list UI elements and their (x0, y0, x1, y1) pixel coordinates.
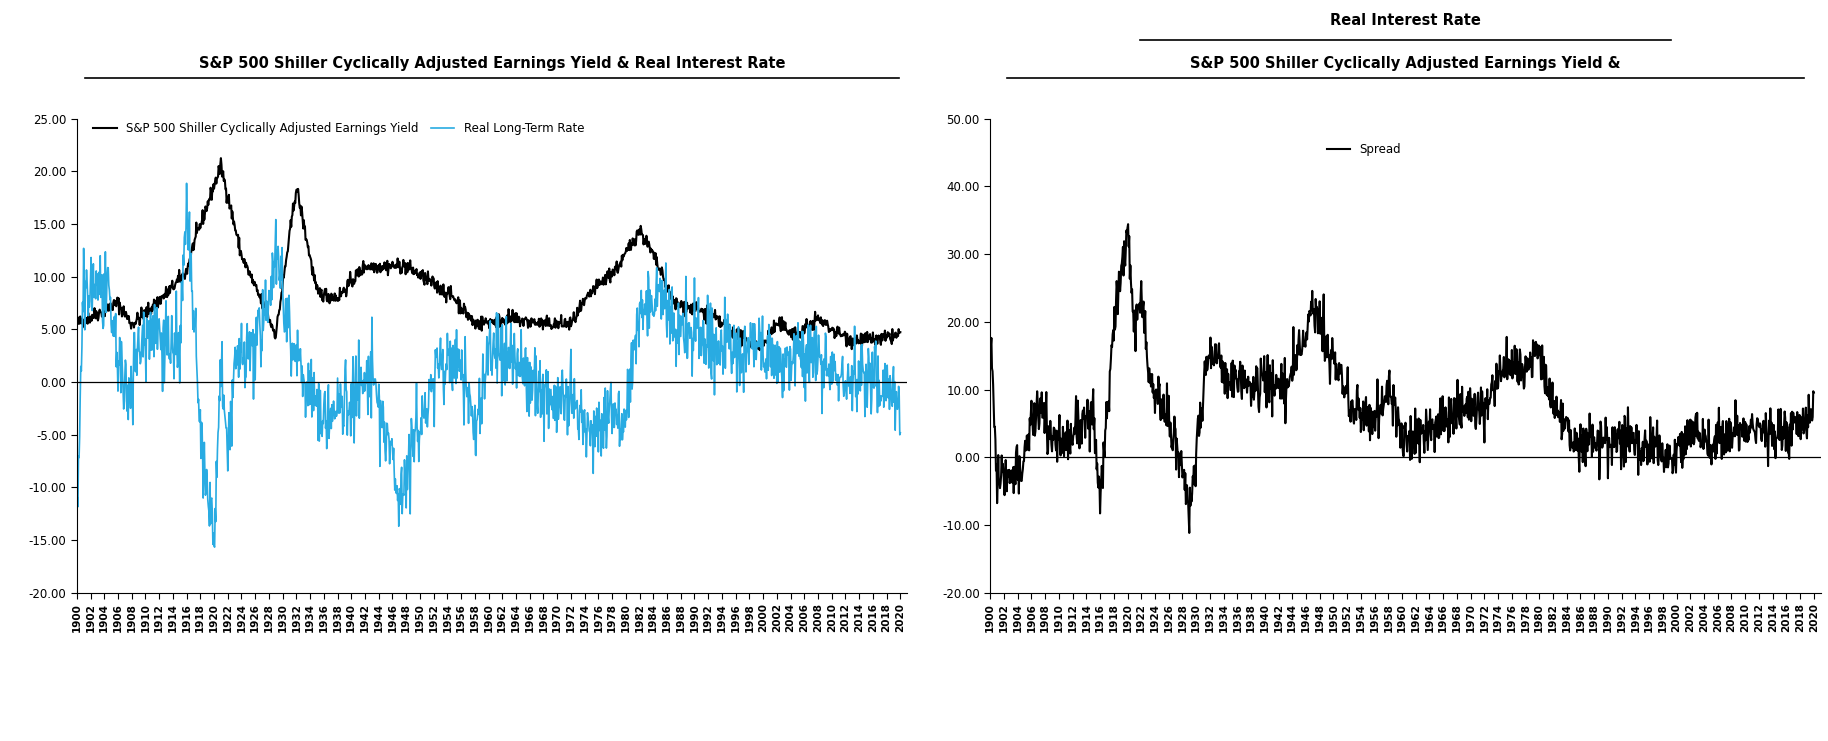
S&P 500 Shiller Cyclically Adjusted Earnings Yield (749, 346, 771, 355)
Real Long-Term Rate (389, 470, 411, 479)
S&P 500 Shiller Cyclically Adjusted Earnings Yield (746, 342, 768, 351)
S&P 500 Shiller Cyclically Adjusted Earnings Yield (389, 269, 411, 278)
Real Long-Term Rate (249, 319, 271, 328)
S&P 500 Shiller Cyclically Adjusted Earnings Yield (210, 153, 232, 162)
Spread (1163, 446, 1185, 455)
Legend: Spread: Spread (1322, 139, 1406, 161)
S&P 500 Shiller Cyclically Adjusted Earnings Yield (409, 274, 431, 283)
Spread (1303, 322, 1325, 330)
Spread (1660, 454, 1682, 463)
Spread (980, 341, 1002, 350)
Line: S&P 500 Shiller Cyclically Adjusted Earnings Yield: S&P 500 Shiller Cyclically Adjusted Earn… (77, 158, 901, 350)
S&P 500 Shiller Cyclically Adjusted Earnings Yield (249, 293, 271, 302)
Real Long-Term Rate (409, 413, 431, 422)
Spread (1525, 351, 1546, 360)
Real Long-Term Rate (890, 428, 912, 437)
Spread (1802, 388, 1824, 397)
Real Long-Term Rate (203, 542, 225, 551)
Spread (1117, 220, 1139, 229)
Real Long-Term Rate (817, 372, 839, 381)
Spread (1731, 421, 1753, 430)
Line: Real Long-Term Rate: Real Long-Term Rate (77, 183, 901, 547)
Real Long-Term Rate (66, 492, 88, 501)
Spread (1179, 528, 1201, 537)
S&P 500 Shiller Cyclically Adjusted Earnings Yield (817, 322, 839, 331)
Real Long-Term Rate (175, 179, 197, 187)
Text: Real Interest Rate: Real Interest Rate (1331, 13, 1481, 28)
Text: S&P 500 Shiller Cyclically Adjusted Earnings Yield & Real Interest Rate: S&P 500 Shiller Cyclically Adjusted Earn… (199, 56, 786, 71)
Spread (1323, 359, 1345, 368)
S&P 500 Shiller Cyclically Adjusted Earnings Yield (890, 328, 912, 336)
Real Long-Term Rate (746, 337, 768, 346)
Line: Spread: Spread (991, 225, 1813, 533)
S&P 500 Shiller Cyclically Adjusted Earnings Yield (611, 262, 632, 271)
Real Long-Term Rate (611, 409, 632, 418)
Text: S&P 500 Shiller Cyclically Adjusted Earnings Yield &: S&P 500 Shiller Cyclically Adjusted Earn… (1190, 56, 1621, 71)
Legend: S&P 500 Shiller Cyclically Adjusted Earnings Yield, Real Long-Term Rate: S&P 500 Shiller Cyclically Adjusted Earn… (91, 120, 587, 137)
S&P 500 Shiller Cyclically Adjusted Earnings Yield (66, 318, 88, 327)
